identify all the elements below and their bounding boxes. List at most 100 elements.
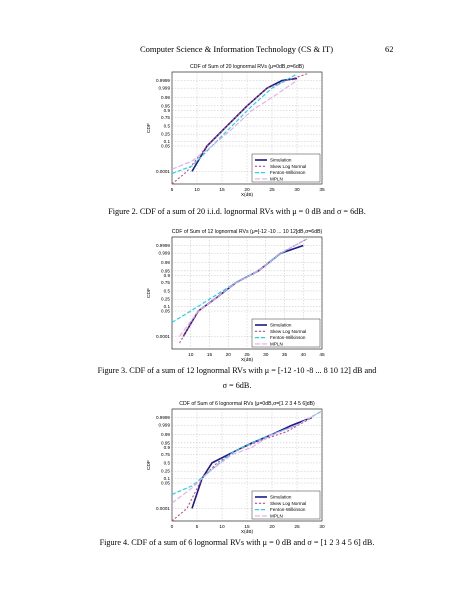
figure-3-caption-line1: Figure 3. CDF of a sum of 12 lognormal R… xyxy=(97,366,377,375)
figure-2-chart: CDF of Sum of 20 lognormal RVs (μ=0dB,σ=… xyxy=(146,64,325,198)
fig2-ytick-6: 0.5 xyxy=(164,123,171,128)
fig4-ytick-7: 0.25 xyxy=(161,469,170,474)
fig2-xlabel: X(dB) xyxy=(241,192,254,198)
fig3-xtick-2: 20 xyxy=(226,352,232,358)
fig4-ytick-10: 0.0001 xyxy=(156,506,170,511)
figure-2-caption: Figure 2. CDF of a sum of 20 i.i.d. logn… xyxy=(0,206,474,217)
fig3-xtick-1: 15 xyxy=(207,352,213,358)
fig3-ytick-1: 0.999 xyxy=(159,251,171,256)
fig4-ytick-2: 0.99 xyxy=(161,432,170,437)
figure-4-chart: CDF of Sum of 6 lognormal RVs (μ=0dB,σ=[… xyxy=(146,401,325,535)
fig4-xtick-3: 15 xyxy=(244,524,250,530)
figure-2-caption-text: Figure 2. CDF of a sum of 20 i.i.d. logn… xyxy=(108,207,366,216)
fig4-ytick-4: 0.9 xyxy=(164,445,171,450)
fig4-title: CDF of Sum of 6 lognormal RVs (μ=0dB,σ=[… xyxy=(179,401,315,407)
fig2-legend xyxy=(251,153,321,183)
fig2-ytick-1: 0.999 xyxy=(159,86,171,91)
fig2-xtick-2: 15 xyxy=(219,187,225,193)
page-number: 62 xyxy=(385,44,394,54)
fig3-ytick-2: 0.99 xyxy=(161,260,170,265)
fig2-title: CDF of Sum of 20 lognormal RVs (μ=0dB,σ=… xyxy=(190,64,304,70)
fig4-legend xyxy=(251,490,321,520)
fig3-ytick-5: 0.75 xyxy=(161,280,170,285)
figure-4: CDF of Sum of 6 lognormal RVs (μ=0dB,σ=[… xyxy=(0,397,474,535)
fig4-xtick-6: 30 xyxy=(319,524,325,530)
fig2-xtick-1: 10 xyxy=(194,187,200,193)
fig4-ytick-1: 0.999 xyxy=(159,423,171,428)
fig2-ytick-0: 0.9999 xyxy=(156,78,170,83)
fig2-ytick-3: 0.95 xyxy=(161,103,170,108)
fig2-xtick-5: 30 xyxy=(294,187,300,193)
fig3-xtick-4: 30 xyxy=(263,352,269,358)
fig4-series-skew-log-normal xyxy=(171,417,313,522)
fig2-ytick-7: 0.25 xyxy=(161,132,170,137)
fig2-ytick-8: 0.1 xyxy=(164,139,171,144)
fig2-xtick-6: 35 xyxy=(319,187,325,193)
fig2-ytick-10: 0.0001 xyxy=(156,169,170,174)
fig3-ytick-9: 0.05 xyxy=(161,309,170,314)
fig2-legend-label-1: Skew Log Normal xyxy=(270,164,306,169)
fig2-series-fenton-wilkinson xyxy=(171,73,298,175)
fig4-ytick-9: 0.05 xyxy=(161,481,170,486)
fig2-legend-label-0: Simulation xyxy=(270,158,292,163)
fig4-xtick-1: 5 xyxy=(196,524,199,530)
fig3-legend-label-0: Simulation xyxy=(270,323,292,328)
fig4-legend-label-2: Fenton-Wilkinson xyxy=(270,507,306,512)
fig2-ylabel: CDF xyxy=(146,123,152,133)
fig3-ytick-7: 0.25 xyxy=(161,297,170,302)
fig3-ytick-0: 0.9999 xyxy=(156,243,170,248)
figure-3-caption-line2: σ = 6dB. xyxy=(222,381,252,390)
fig3-xtick-3: 25 xyxy=(244,352,250,358)
fig4-ytick-3: 0.95 xyxy=(161,440,170,445)
fig3-ytick-4: 0.9 xyxy=(164,273,171,278)
page-header: Computer Science & Information Technolog… xyxy=(0,44,474,58)
fig4-ytick-0: 0.9999 xyxy=(156,415,170,420)
figure-3-caption: Figure 3. CDF of a sum of 12 lognormal R… xyxy=(0,365,474,391)
fig4-xtick-4: 20 xyxy=(269,524,275,530)
figure-4-caption-text: Figure 4. CDF of a sum of 6 lognormal RV… xyxy=(99,538,375,547)
fig2-legend-label-3: MPLN xyxy=(270,177,283,182)
fig4-ytick-8: 0.1 xyxy=(164,476,171,481)
fig3-title: CDF of Sum of 12 lognormal RVs (μ=[-12 -… xyxy=(172,229,323,235)
fig3-legend-label-1: Skew Log Normal xyxy=(270,329,306,334)
fig4-xtick-0: 0 xyxy=(171,524,174,530)
fig4-ytick-6: 0.5 xyxy=(164,460,171,465)
fig4-xtick-2: 10 xyxy=(219,524,225,530)
fig2-series-mpln xyxy=(171,80,298,170)
fig3-ytick-10: 0.0001 xyxy=(156,334,170,339)
fig3-xtick-0: 10 xyxy=(188,352,194,358)
fig2-legend-label-2: Fenton-Wilkinson xyxy=(270,170,306,175)
fig3-ytick-8: 0.1 xyxy=(164,304,171,309)
figure-3: CDF of Sum of 12 lognormal RVs (μ=[-12 -… xyxy=(0,225,474,363)
fig3-xtick-7: 45 xyxy=(319,352,325,358)
fig3-legend xyxy=(251,318,321,348)
fig3-ytick-3: 0.95 xyxy=(161,268,170,273)
fig3-xtick-6: 40 xyxy=(301,352,307,358)
fig4-legend-label-1: Skew Log Normal xyxy=(270,501,306,506)
fig4-legend-label-0: Simulation xyxy=(270,495,292,500)
fig3-xlabel: X(dB) xyxy=(241,357,254,363)
fig2-ytick-2: 0.99 xyxy=(161,95,170,100)
journal-title: Computer Science & Information Technolog… xyxy=(140,44,334,54)
fig4-legend-label-3: MPLN xyxy=(270,514,283,519)
fig3-xtick-5: 35 xyxy=(282,352,288,358)
fig4-series-mpln xyxy=(171,410,323,504)
fig4-ylabel: CDF xyxy=(146,460,152,470)
fig2-xtick-0: 5 xyxy=(171,187,174,193)
fig3-ylabel: CDF xyxy=(146,288,152,298)
fig3-series-mpln xyxy=(179,238,308,337)
fig3-ytick-6: 0.5 xyxy=(164,288,171,293)
fig2-ytick-4: 0.9 xyxy=(164,108,171,113)
fig2-xtick-3: 20 xyxy=(244,187,250,193)
fig4-xtick-5: 25 xyxy=(294,524,300,530)
fig2-ytick-5: 0.75 xyxy=(161,115,170,120)
figure-4-caption: Figure 4. CDF of a sum of 6 lognormal RV… xyxy=(0,537,474,548)
fig4-ytick-5: 0.75 xyxy=(161,452,170,457)
fig3-legend-label-3: MPLN xyxy=(270,342,283,347)
fig2-ytick-9: 0.05 xyxy=(161,144,170,149)
figure-2: CDF of Sum of 20 lognormal RVs (μ=0dB,σ=… xyxy=(0,60,474,205)
fig4-xlabel: X(dB) xyxy=(241,529,254,535)
fig3-legend-label-2: Fenton-Wilkinson xyxy=(270,335,306,340)
figure-3-chart: CDF of Sum of 12 lognormal RVs (μ=[-12 -… xyxy=(146,229,325,363)
fig2-xtick-4: 25 xyxy=(269,187,275,193)
